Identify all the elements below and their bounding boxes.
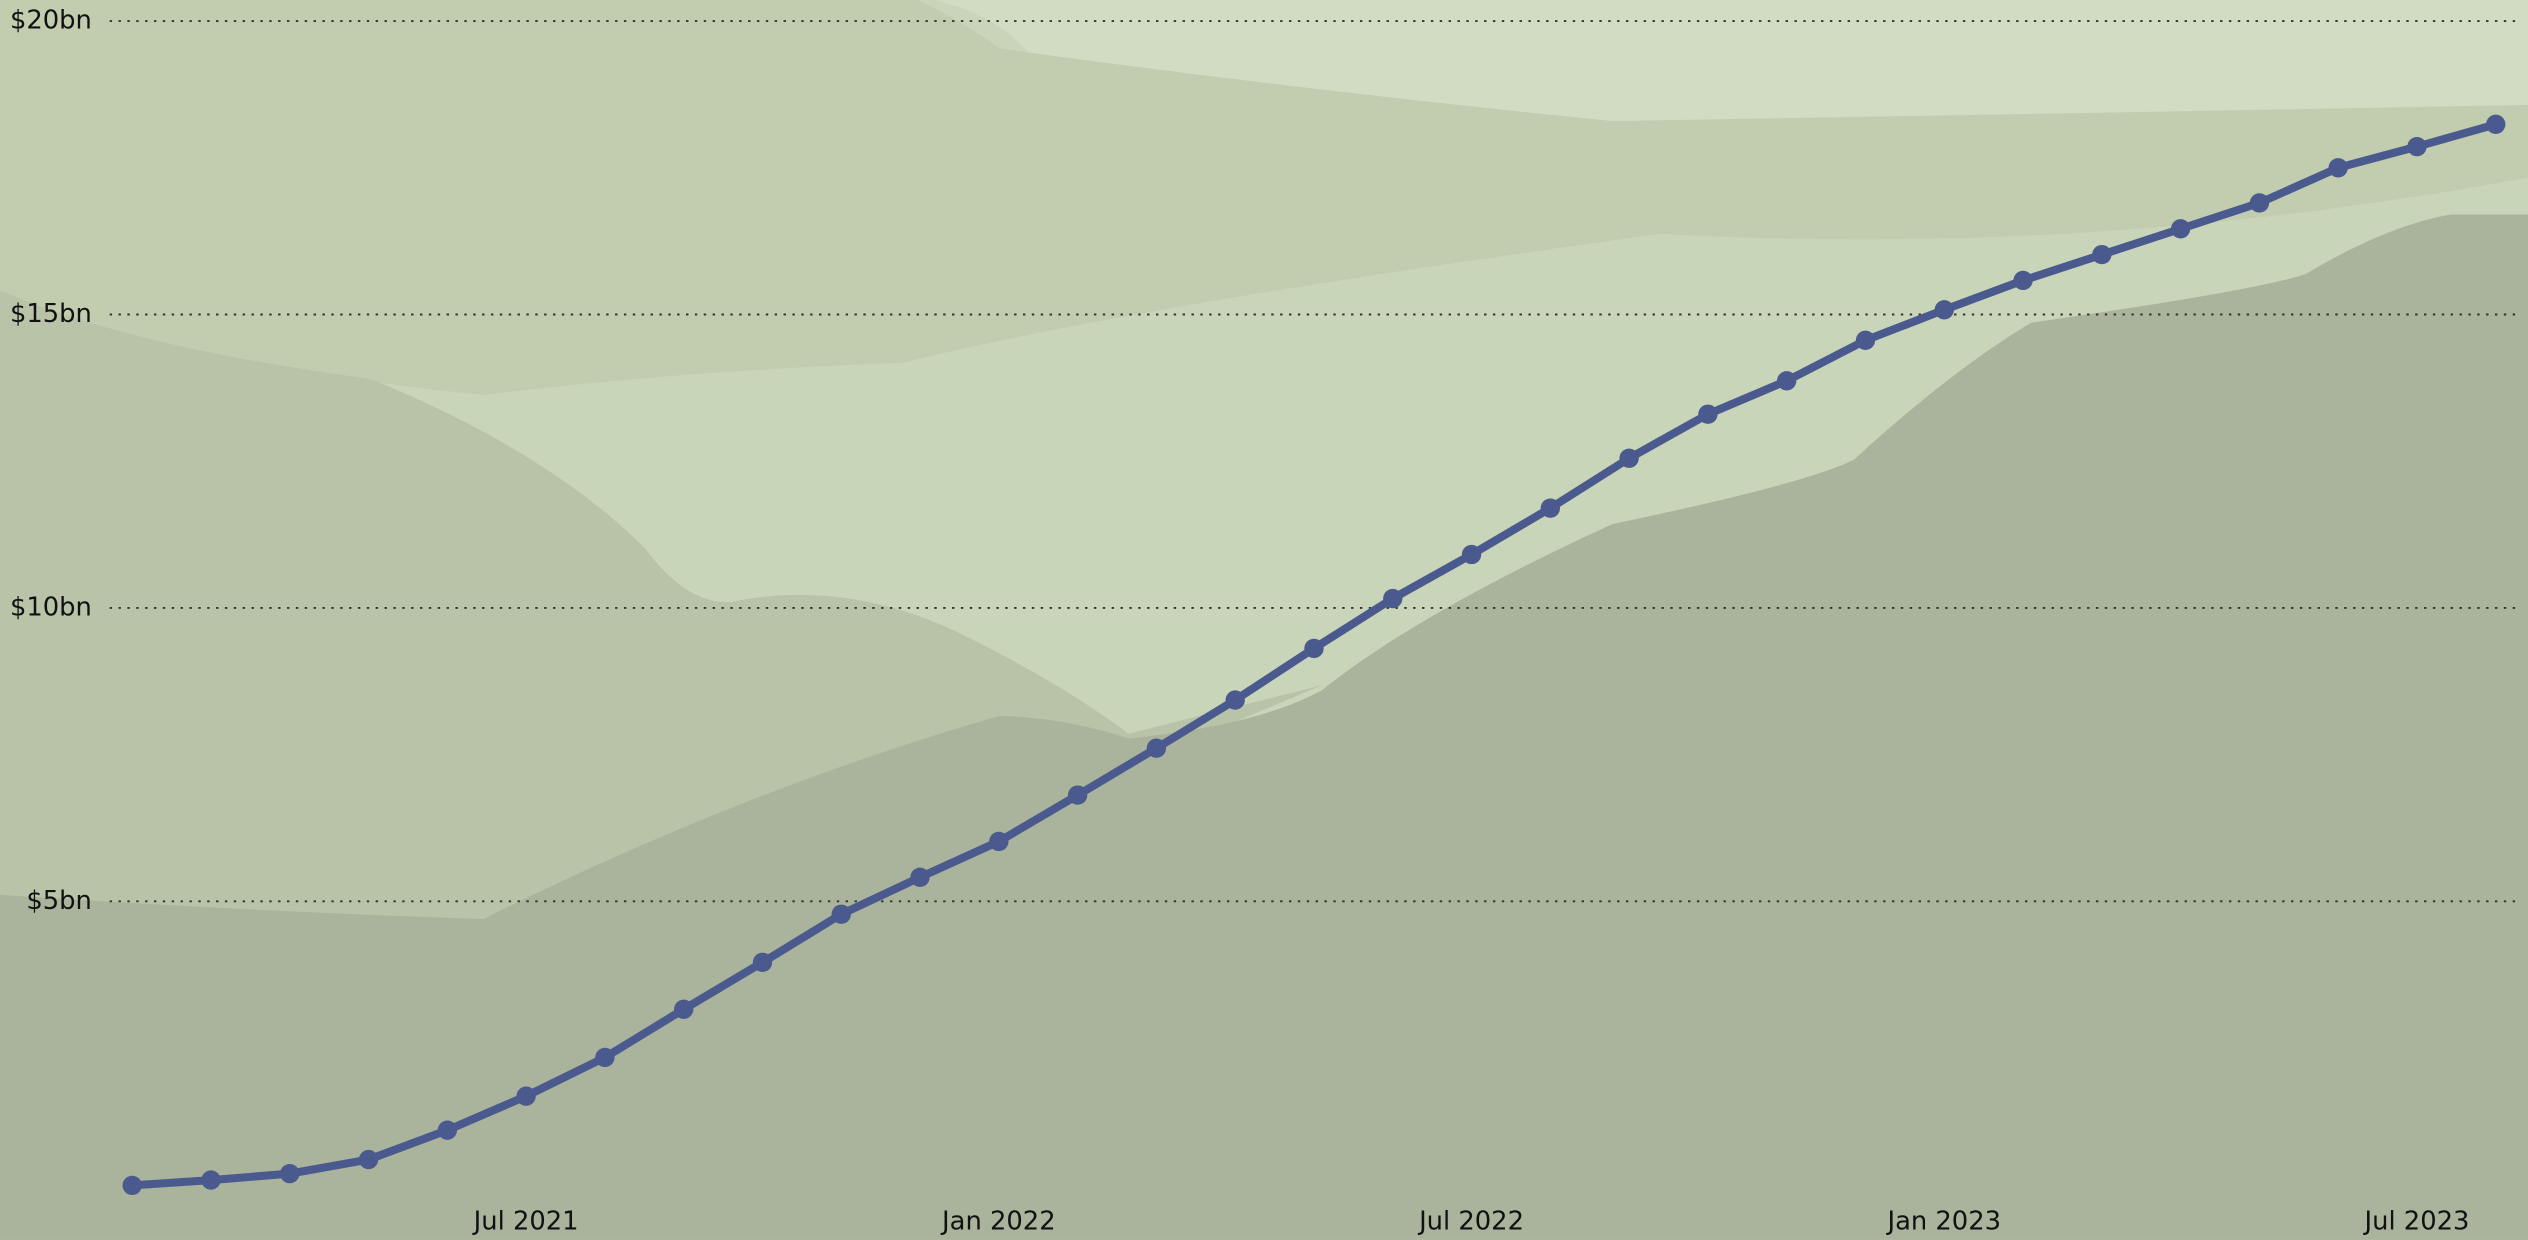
point bbox=[2407, 136, 2427, 157]
point bbox=[2249, 193, 2270, 213]
x-tick-label: Jan 2023 bbox=[1885, 1207, 2001, 1237]
x-tick-label: Jul 2023 bbox=[2363, 1207, 2470, 1237]
point bbox=[1461, 544, 1482, 565]
point bbox=[1146, 738, 1167, 758]
point bbox=[2092, 244, 2112, 265]
point bbox=[674, 999, 694, 1019]
point bbox=[2013, 270, 2033, 291]
point bbox=[2486, 114, 2506, 135]
point bbox=[595, 1047, 615, 1068]
x-tick-label: Jan 2022 bbox=[940, 1207, 1056, 1237]
point bbox=[910, 867, 930, 887]
y-tick-label: $15bn bbox=[10, 299, 92, 329]
x-tick-label: Jul 2021 bbox=[472, 1207, 579, 1237]
point bbox=[2170, 219, 2191, 239]
point bbox=[122, 1175, 142, 1196]
point bbox=[437, 1120, 458, 1140]
point bbox=[516, 1086, 536, 1106]
point bbox=[831, 904, 851, 924]
point bbox=[1383, 588, 1403, 609]
y-tick-label: $5bn bbox=[26, 886, 92, 916]
point bbox=[1540, 498, 1561, 518]
point bbox=[2328, 158, 2348, 178]
point bbox=[1225, 690, 1245, 710]
point bbox=[1777, 371, 1797, 391]
point bbox=[1934, 300, 1954, 320]
y-tick-label: $10bn bbox=[10, 592, 92, 622]
point bbox=[201, 1170, 221, 1190]
point bbox=[358, 1149, 379, 1170]
point bbox=[752, 952, 773, 973]
point bbox=[280, 1163, 300, 1184]
point bbox=[989, 831, 1009, 852]
point bbox=[1698, 404, 1718, 424]
point bbox=[1619, 448, 1639, 468]
point bbox=[1304, 638, 1324, 659]
x-tick-label: Jul 2022 bbox=[1417, 1207, 1524, 1237]
point bbox=[1855, 330, 1876, 350]
point bbox=[1067, 785, 1088, 805]
y-tick-label: $20bn bbox=[10, 6, 92, 36]
